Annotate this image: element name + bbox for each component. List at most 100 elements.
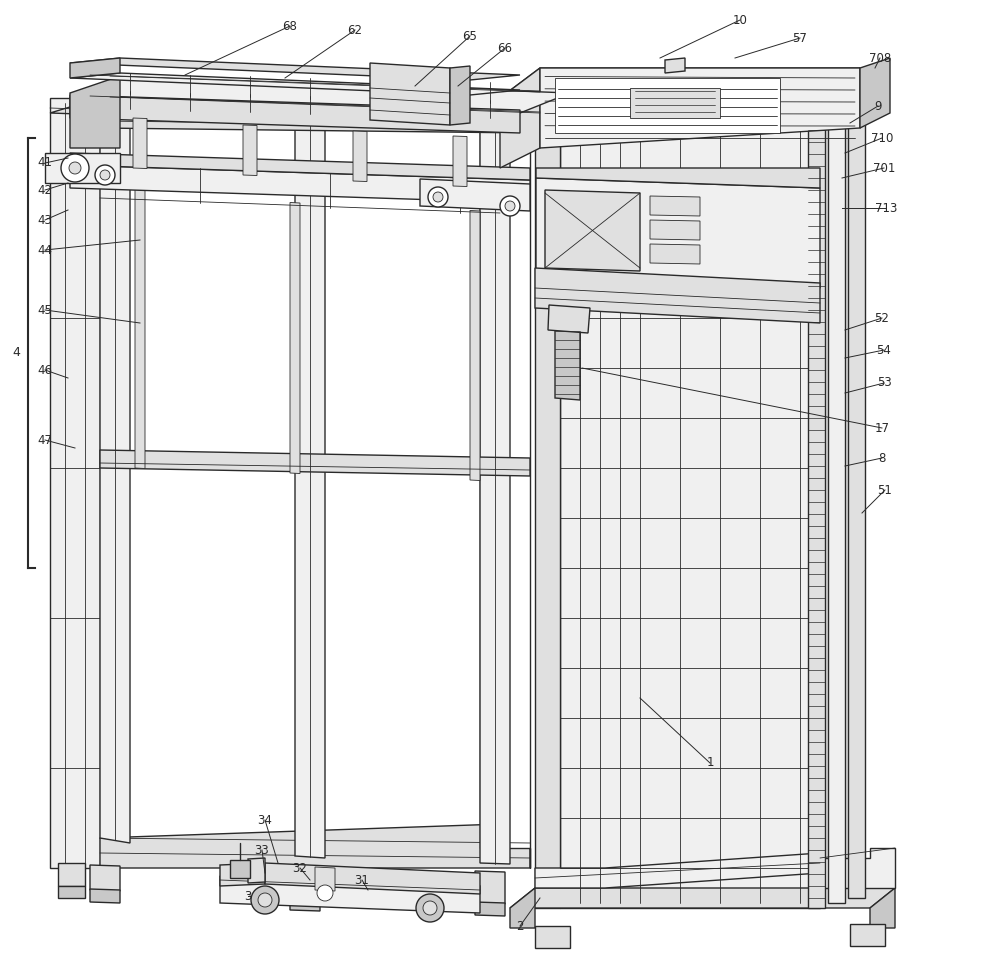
Polygon shape <box>808 128 825 908</box>
Text: 4: 4 <box>12 347 20 359</box>
Polygon shape <box>650 196 700 216</box>
Text: 710: 710 <box>871 132 893 144</box>
Polygon shape <box>560 98 820 908</box>
Polygon shape <box>420 179 530 211</box>
Polygon shape <box>90 865 120 891</box>
Polygon shape <box>220 876 480 913</box>
Text: 65: 65 <box>463 29 477 43</box>
Polygon shape <box>665 58 685 73</box>
Circle shape <box>428 187 448 207</box>
Polygon shape <box>850 924 885 946</box>
Polygon shape <box>45 153 120 183</box>
Text: 10: 10 <box>733 14 747 26</box>
Polygon shape <box>500 68 540 168</box>
Polygon shape <box>243 125 257 175</box>
Polygon shape <box>470 210 480 480</box>
Circle shape <box>423 901 437 915</box>
Polygon shape <box>315 867 335 891</box>
Text: 54: 54 <box>877 344 891 356</box>
Circle shape <box>258 893 272 907</box>
Polygon shape <box>650 244 700 264</box>
Circle shape <box>100 170 110 180</box>
Polygon shape <box>630 88 720 118</box>
Polygon shape <box>828 123 845 903</box>
Polygon shape <box>70 58 120 78</box>
Circle shape <box>500 196 520 216</box>
Text: 68: 68 <box>283 19 297 33</box>
Polygon shape <box>535 98 560 908</box>
Polygon shape <box>230 860 250 878</box>
Polygon shape <box>870 888 895 928</box>
Polygon shape <box>70 95 520 133</box>
Polygon shape <box>133 118 147 168</box>
Polygon shape <box>90 889 120 903</box>
Polygon shape <box>290 867 320 899</box>
Polygon shape <box>265 863 480 894</box>
Circle shape <box>95 165 115 185</box>
Polygon shape <box>453 136 467 187</box>
Circle shape <box>416 894 444 922</box>
Text: 1: 1 <box>706 757 714 770</box>
Polygon shape <box>500 68 860 98</box>
Polygon shape <box>555 78 780 133</box>
Polygon shape <box>536 178 820 288</box>
Polygon shape <box>510 888 895 908</box>
Polygon shape <box>536 168 820 188</box>
Polygon shape <box>290 202 300 473</box>
Polygon shape <box>475 902 505 916</box>
Text: 41: 41 <box>38 157 52 169</box>
Polygon shape <box>548 305 590 333</box>
Polygon shape <box>820 848 895 888</box>
Polygon shape <box>70 76 120 148</box>
Text: 31: 31 <box>355 873 369 887</box>
Text: 44: 44 <box>38 244 52 257</box>
Polygon shape <box>535 926 570 948</box>
Polygon shape <box>70 153 530 180</box>
Text: 57: 57 <box>793 32 807 45</box>
Polygon shape <box>50 98 100 868</box>
Polygon shape <box>290 897 320 911</box>
Polygon shape <box>220 863 265 886</box>
Polygon shape <box>58 886 85 898</box>
Polygon shape <box>50 98 530 128</box>
Text: 62: 62 <box>348 23 362 37</box>
Polygon shape <box>535 853 820 888</box>
Polygon shape <box>848 118 865 898</box>
Polygon shape <box>100 450 530 476</box>
Polygon shape <box>353 131 367 182</box>
Polygon shape <box>535 268 820 323</box>
Polygon shape <box>860 58 890 128</box>
Polygon shape <box>70 165 530 203</box>
Text: 17: 17 <box>874 421 890 435</box>
Circle shape <box>69 162 81 174</box>
Polygon shape <box>248 858 265 883</box>
Polygon shape <box>820 88 850 908</box>
Polygon shape <box>370 63 450 125</box>
Text: 34: 34 <box>258 813 272 827</box>
Circle shape <box>505 201 515 211</box>
Text: 8: 8 <box>878 451 886 465</box>
Polygon shape <box>540 68 860 148</box>
Polygon shape <box>100 98 530 868</box>
Text: 3: 3 <box>244 890 252 902</box>
Polygon shape <box>70 58 520 80</box>
Polygon shape <box>510 888 535 928</box>
Polygon shape <box>58 863 85 886</box>
Text: 43: 43 <box>38 214 52 227</box>
Text: 51: 51 <box>878 483 892 497</box>
Polygon shape <box>100 108 530 133</box>
Polygon shape <box>100 823 530 868</box>
Polygon shape <box>555 326 580 400</box>
Polygon shape <box>650 220 700 240</box>
Text: 52: 52 <box>875 312 889 324</box>
Circle shape <box>61 154 89 182</box>
Text: 33: 33 <box>255 843 269 857</box>
Polygon shape <box>100 113 130 843</box>
Polygon shape <box>480 120 510 864</box>
Polygon shape <box>70 73 520 95</box>
Text: 47: 47 <box>38 434 52 446</box>
Circle shape <box>317 885 333 901</box>
Polygon shape <box>450 66 470 125</box>
Text: 708: 708 <box>869 51 891 65</box>
Text: 45: 45 <box>38 304 52 317</box>
